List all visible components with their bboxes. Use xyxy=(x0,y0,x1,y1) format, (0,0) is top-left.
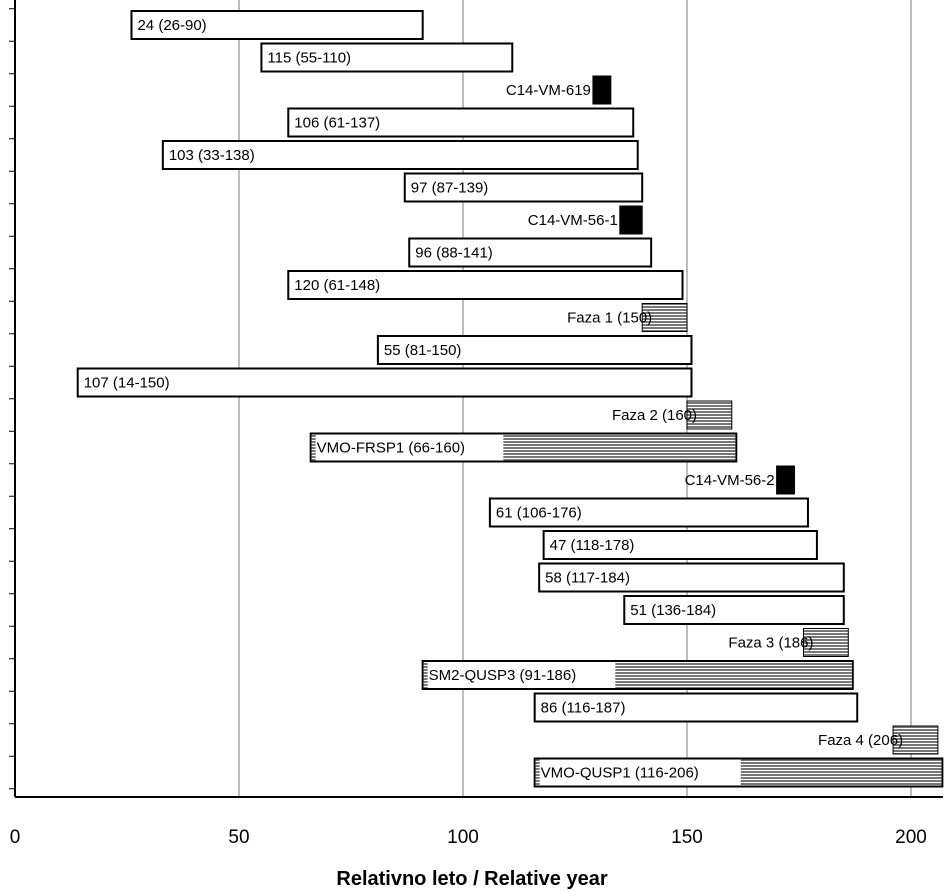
bar-label: 58 (117-184) xyxy=(545,570,630,587)
bar-group: 103 (33-138) xyxy=(161,140,639,170)
x-tick-label: 200 xyxy=(895,827,927,848)
bar-label: 96 (88-141) xyxy=(415,245,493,262)
c14-bar xyxy=(592,75,612,105)
range-bar xyxy=(260,42,514,73)
range-bar xyxy=(533,692,859,723)
bar-label: SM2-QUSP3 (91-186) xyxy=(429,667,577,684)
bar-group: VMO-FRSP1 (66-160) xyxy=(309,432,738,463)
bar-group: 106 (61-137) xyxy=(287,107,635,138)
range-bar xyxy=(408,237,653,268)
bar-group: Faza 1 (150) xyxy=(567,303,688,332)
bar-label: 120 (61-148) xyxy=(294,277,380,294)
bar-group: 51 (136-184) xyxy=(623,595,845,625)
bar-label: 106 (61-137) xyxy=(294,115,380,132)
bar-group: 86 (116-187) xyxy=(533,692,859,723)
range-bar xyxy=(488,497,809,528)
x-axis-title: Relativno leto / Relative year xyxy=(336,868,607,890)
c14-bar xyxy=(619,205,643,235)
x-tick-label: 100 xyxy=(447,827,479,848)
bar-group: 55 (81-150) xyxy=(376,335,693,365)
bar-group: 58 (117-184) xyxy=(538,562,845,593)
bar-group: 96 (88-141) xyxy=(408,237,653,268)
bar-group: Faza 2 (160) xyxy=(612,400,733,430)
hatch-stub xyxy=(535,759,540,786)
bar-label: Faza 2 (160) xyxy=(612,407,697,424)
x-tick-label: 50 xyxy=(228,827,249,848)
bar-group: Faza 3 (186) xyxy=(728,628,849,657)
bar-label: 103 (33-138) xyxy=(169,147,255,164)
hatch-fill xyxy=(503,434,736,461)
bar-label: 24 (26-90) xyxy=(137,17,206,34)
bar-label: 86 (116-187) xyxy=(541,700,626,717)
bar-label: 107 (14-150) xyxy=(84,375,170,392)
range-bar xyxy=(161,140,639,170)
bar-group: Faza 4 (206) xyxy=(818,725,939,755)
x-tick-label: 0 xyxy=(10,827,21,848)
bar-label: VMO-QUSP1 (116-206) xyxy=(541,765,699,782)
bar-label: C14-VM-56-2 xyxy=(685,472,775,489)
bar-group: C14-VM-56-1 xyxy=(528,205,643,235)
range-bar xyxy=(76,367,693,398)
bar-group: 120 (61-148) xyxy=(287,270,684,300)
range-bar xyxy=(403,172,644,203)
bar-label: 55 (81-150) xyxy=(384,342,462,359)
bar-group: 61 (106-176) xyxy=(488,497,809,528)
c14-bar xyxy=(776,465,796,495)
hatch-stub xyxy=(311,434,316,461)
bar-group: 115 (55-110) xyxy=(260,42,514,73)
bars: 24 (26-90) 115 (55-110) C14-VM-619 106 (61-… xyxy=(76,10,944,788)
bar-group: 47 (118-178) xyxy=(542,530,818,560)
bar-label: C14-VM-56-1 xyxy=(528,212,618,229)
bar-group: 97 (87-139) xyxy=(403,172,644,203)
range-bar xyxy=(287,270,684,300)
phase-bar xyxy=(686,400,733,430)
bar-label: Faza 3 (186) xyxy=(728,635,813,652)
bar-group: 24 (26-90) xyxy=(130,10,424,40)
bar-group: C14-VM-56-2 xyxy=(685,465,796,495)
hatch-fill xyxy=(740,759,942,786)
phase-bar xyxy=(641,303,688,332)
range-bar xyxy=(538,562,845,593)
hatch-fill xyxy=(615,662,852,688)
range-bar xyxy=(287,107,635,138)
phase-bar xyxy=(802,628,849,657)
bar-label: Faza 1 (150) xyxy=(567,310,652,327)
bar-label: 51 (136-184) xyxy=(630,602,716,619)
x-axis-tick-labels: 0 50 100 150 200 xyxy=(10,827,927,848)
bar-label: 115 (55-110) xyxy=(267,50,351,67)
range-bar xyxy=(130,10,424,40)
range-bar xyxy=(623,595,845,625)
bar-label: 61 (106-176) xyxy=(496,505,582,522)
bar-label: Faza 4 (206) xyxy=(818,732,903,749)
bar-group: C14-VM-619 xyxy=(506,75,612,105)
bar-group: VMO-QUSP1 (116-206) xyxy=(533,757,944,788)
range-bar xyxy=(376,335,693,365)
bar-label: 97 (87-139) xyxy=(411,180,489,197)
bar-label: 47 (118-178) xyxy=(550,537,635,554)
axes xyxy=(14,0,943,798)
bar-label: C14-VM-619 xyxy=(506,82,591,99)
phase-bar xyxy=(892,725,939,755)
hatch-stub xyxy=(423,662,428,688)
bar-group: 107 (14-150) xyxy=(76,367,693,398)
bar-label: VMO-FRSP1 (66-160) xyxy=(317,440,465,457)
bar-group: SM2-QUSP3 (91-186) xyxy=(421,660,854,690)
x-tick-label: 150 xyxy=(671,827,703,848)
range-bar xyxy=(542,530,818,560)
